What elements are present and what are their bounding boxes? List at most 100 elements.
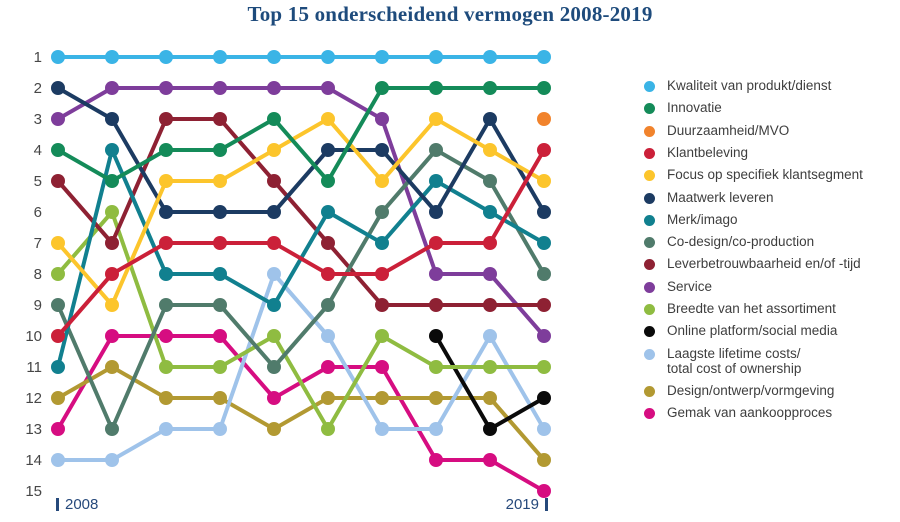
legend-label: Design/ontwerp/vormgeving — [667, 383, 835, 399]
data-point — [213, 267, 227, 281]
rank-axis-label: 10 — [25, 328, 42, 345]
data-point — [51, 81, 65, 95]
data-point — [375, 422, 389, 436]
data-point — [51, 298, 65, 312]
legend-item-8: Co-design/co-production — [644, 234, 814, 250]
series-2 — [51, 81, 551, 188]
data-point — [213, 329, 227, 343]
legend-item-9: Leverbetrouwbaarheid en/of -tijd — [644, 256, 861, 272]
legend-dot-icon — [644, 326, 655, 338]
data-point — [105, 267, 119, 281]
data-point — [429, 360, 443, 374]
series-line — [56, 148, 546, 338]
data-point — [375, 50, 389, 64]
rank-axis-label: 8 — [34, 266, 42, 283]
data-point — [51, 360, 65, 374]
data-point — [375, 391, 389, 405]
legend-item-10: Service — [644, 279, 712, 295]
legend-dot-icon — [644, 147, 655, 159]
data-point — [537, 329, 551, 343]
data-point — [105, 422, 119, 436]
data-point — [537, 267, 551, 281]
data-point — [159, 143, 173, 157]
data-point — [105, 236, 119, 250]
data-point — [375, 143, 389, 157]
data-point — [213, 236, 227, 250]
series-line — [57, 86, 546, 338]
x-axis-start-label: 2008 — [56, 495, 98, 513]
data-point — [429, 453, 443, 467]
data-point — [483, 174, 497, 188]
data-point — [267, 298, 281, 312]
legend-label: Merk/imago — [667, 211, 738, 227]
legend-item-12: Online platform/social media — [644, 323, 837, 339]
data-point — [537, 360, 551, 374]
data-point — [537, 484, 551, 498]
data-point — [429, 50, 443, 64]
data-point — [537, 50, 551, 64]
series-10 — [51, 81, 551, 343]
legend-dot-icon — [644, 237, 655, 249]
data-point — [321, 112, 335, 126]
data-point — [267, 205, 281, 219]
data-point — [51, 329, 65, 343]
data-point — [321, 329, 335, 343]
data-point — [51, 174, 65, 188]
data-point — [213, 422, 227, 436]
legend-item-14: Design/ontwerp/vormgeving — [644, 383, 834, 399]
series-line — [56, 117, 545, 307]
data-point — [267, 174, 281, 188]
data-point — [105, 205, 119, 219]
legend-dot-icon — [644, 103, 655, 115]
data-point — [321, 422, 335, 436]
data-point — [483, 205, 497, 219]
data-point — [375, 236, 389, 250]
rank-axis-label: 3 — [34, 111, 42, 128]
legend-label: Laagste lifetime costs/total cost of own… — [667, 345, 802, 377]
data-point — [483, 391, 497, 405]
axis-tick-right — [545, 497, 548, 511]
legend-label: Maatwerk leveren — [667, 189, 774, 205]
data-point — [429, 422, 443, 436]
data-point — [267, 112, 281, 126]
data-point — [429, 205, 443, 219]
data-point — [159, 205, 173, 219]
data-point — [159, 391, 173, 405]
legend-dot-icon — [644, 281, 655, 293]
data-point — [105, 112, 119, 126]
rank-axis-label: 7 — [34, 235, 42, 252]
data-point — [159, 360, 173, 374]
legend-dot-icon — [644, 408, 655, 420]
data-point — [321, 174, 335, 188]
data-point — [159, 50, 173, 64]
data-point — [483, 143, 497, 157]
data-point — [321, 391, 335, 405]
legend-dot-icon — [644, 170, 655, 182]
data-point — [375, 360, 389, 374]
legend-dot-icon — [644, 214, 655, 226]
legend-item-6: Maatwerk leveren — [644, 190, 774, 206]
data-point — [213, 174, 227, 188]
rank-axis-label: 6 — [34, 204, 42, 221]
x-axis-start-year: 2008 — [65, 495, 99, 513]
data-point — [537, 236, 551, 250]
data-point — [483, 329, 497, 343]
data-point — [213, 81, 227, 95]
legend-dot-icon — [644, 81, 655, 92]
data-point — [429, 81, 443, 95]
rank-axis-label: 5 — [34, 173, 42, 190]
data-point — [159, 236, 173, 250]
series-7 — [51, 143, 551, 374]
data-point — [213, 391, 227, 405]
data-point — [375, 329, 389, 343]
legend-item-15: Gemak van aankoopproces — [644, 405, 832, 421]
data-point — [429, 329, 443, 343]
data-point — [321, 143, 335, 157]
axis-tick-left — [56, 497, 59, 511]
data-point — [51, 50, 65, 64]
data-point — [375, 267, 389, 281]
data-point — [321, 205, 335, 219]
data-point — [429, 236, 443, 250]
data-point — [105, 143, 119, 157]
